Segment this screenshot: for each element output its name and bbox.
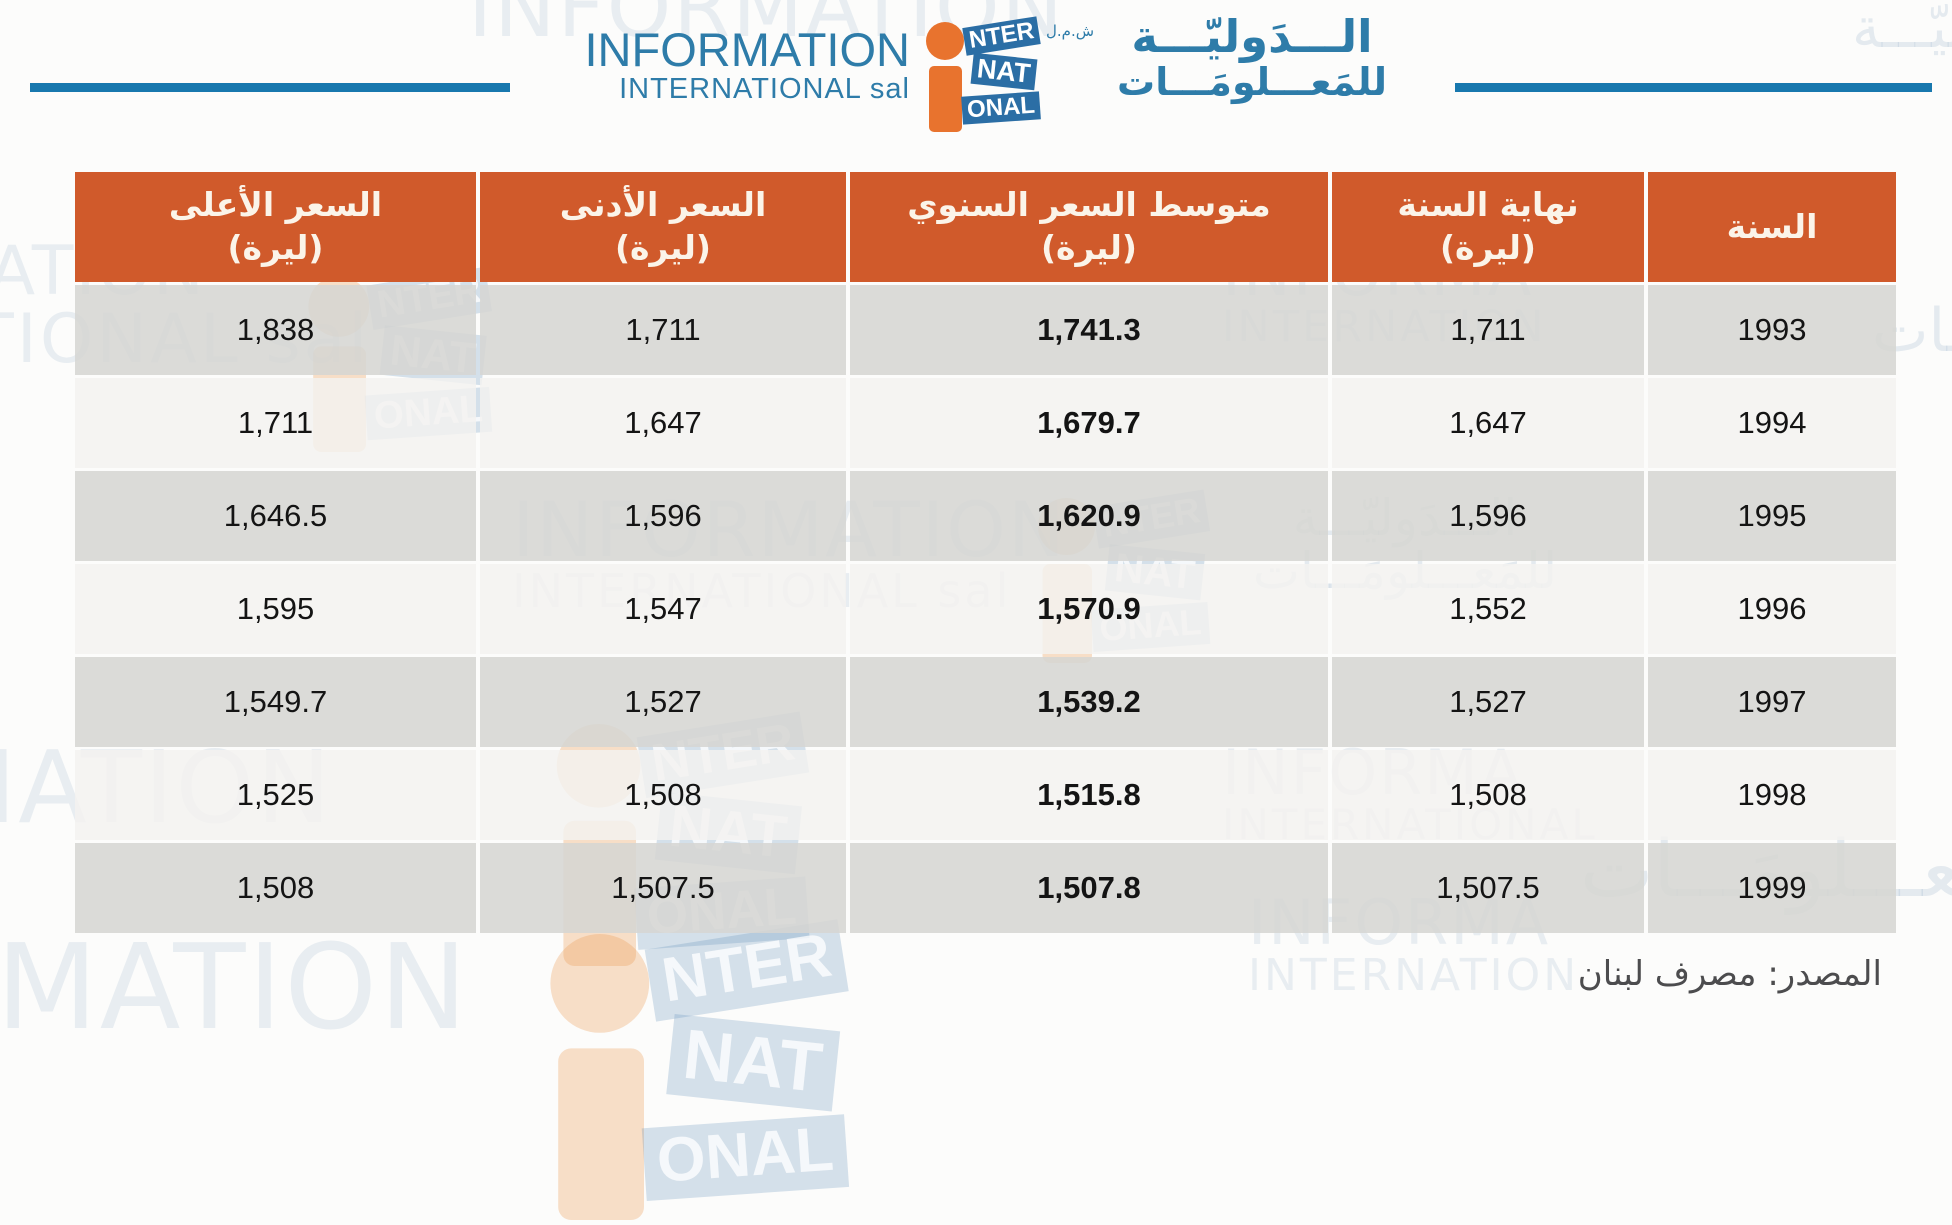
brand-arabic-line2: للمَعـــلومَـــات xyxy=(1117,59,1387,104)
exchange-rate-table-wrap: السنة نهاية السنة (ليرة) متوسط السعر الس… xyxy=(71,169,1896,936)
cell-highest-price: 1,508 xyxy=(75,843,476,933)
header-title: السعر الأدنى xyxy=(559,185,767,225)
i-dot-icon xyxy=(926,22,964,60)
header-rule-left xyxy=(30,83,510,92)
cell-year: 1994 xyxy=(1648,378,1896,468)
header-highest-price: السعر الأعلى (ليرة) xyxy=(75,172,476,282)
brand-name-line2: INTERNATIONAL sal xyxy=(619,73,910,105)
cell-annual-average: 1,515.8 xyxy=(850,750,1328,840)
cell-lowest-price: 1,527 xyxy=(480,657,846,747)
cell-year-end: 1,596 xyxy=(1332,471,1644,561)
header-row: السنة نهاية السنة (ليرة) متوسط السعر الس… xyxy=(75,172,1896,282)
tile: NTER xyxy=(962,16,1042,56)
header-sub: (ليرة) xyxy=(614,228,712,267)
header-rule-right xyxy=(1455,83,1932,92)
cell-lowest-price: 1,508 xyxy=(480,750,846,840)
watermark-imark-bottom-left-2: NTER NAT ONAL xyxy=(540,919,883,1225)
cell-lowest-price: 1,507.5 xyxy=(480,843,846,933)
header-sub: (ليرة) xyxy=(227,228,324,267)
cell-year: 1996 xyxy=(1648,564,1896,654)
header-title: السنة xyxy=(1726,206,1818,246)
header-title: نهاية السنة xyxy=(1397,185,1579,225)
cell-year-end: 1,647 xyxy=(1332,378,1644,468)
brand-arabic-line1: الـــدَوليّـــة xyxy=(1131,10,1373,63)
tile: NAT xyxy=(666,1013,839,1112)
header-sub: (ليرة) xyxy=(1439,228,1537,267)
brand-wordmark: INFORMATION INTERNATIONAL sal xyxy=(548,23,911,106)
header-title: السعر الأعلى xyxy=(168,185,383,225)
tile: ONAL xyxy=(641,1114,850,1201)
cell-lowest-price: 1,647 xyxy=(480,378,846,468)
cell-annual-average: 1,679.7 xyxy=(850,378,1328,468)
cell-annual-average: 1,741.3 xyxy=(850,285,1328,375)
cell-year-end: 1,711 xyxy=(1332,285,1644,375)
cell-year: 1995 xyxy=(1648,471,1896,561)
watermark-line: INTERNATION xyxy=(1248,950,1580,1001)
brand-imark-logo: NTER NAT ONAL xyxy=(922,16,1054,134)
table-row-1994: 1994 1,647 1,679.7 1,647 1,711 xyxy=(75,378,1896,468)
table-row-1995: 1995 1,596 1,620.9 1,596 1,646.5 xyxy=(75,471,1896,561)
header-year-end: نهاية السنة (ليرة) xyxy=(1332,172,1644,282)
watermark-text-bottom-left-2: RMATION xyxy=(0,918,470,1056)
cell-annual-average: 1,620.9 xyxy=(850,471,1328,561)
cell-annual-average: 1,570.9 xyxy=(850,564,1328,654)
i-dot-icon xyxy=(550,934,650,1033)
table-row-1997: 1997 1,527 1,539.2 1,527 1,549.7 xyxy=(75,657,1896,747)
i-stem-icon xyxy=(558,1048,644,1220)
table-row-1998: 1998 1,508 1,515.8 1,508 1,525 xyxy=(75,750,1896,840)
cell-year: 1999 xyxy=(1648,843,1896,933)
cell-year: 1993 xyxy=(1648,285,1896,375)
cell-lowest-price: 1,596 xyxy=(480,471,846,561)
table-row-1996: 1996 1,552 1,570.9 1,547 1,595 xyxy=(75,564,1896,654)
watermark-calligraphy-top-right: الـــدَوليّـــة xyxy=(1852,0,1952,61)
cell-highest-price: 1,595 xyxy=(75,564,476,654)
cell-annual-average: 1,539.2 xyxy=(850,657,1328,747)
tile: NAT xyxy=(970,52,1037,91)
table-body: 1993 1,711 1,741.3 1,711 1,838 1994 1,647 1,679… xyxy=(75,285,1896,933)
cell-year-end: 1,527 xyxy=(1332,657,1644,747)
cell-lowest-price: 1,711 xyxy=(480,285,846,375)
header-annual-average: متوسط السعر السنوي (ليرة) xyxy=(850,172,1328,282)
cell-annual-average: 1,507.8 xyxy=(850,843,1328,933)
cell-highest-price: 1,711 xyxy=(75,378,476,468)
table-row-1993: 1993 1,711 1,741.3 1,711 1,838 xyxy=(75,285,1896,375)
brand-arabic-calligraphy: ش.م.ل الـــدَوليّـــة للمَعـــلومَـــات xyxy=(1046,10,1452,104)
source-note: المصدر: مصرف لبنان xyxy=(1577,954,1882,994)
cell-year: 1997 xyxy=(1648,657,1896,747)
cell-year-end: 1,507.5 xyxy=(1332,843,1644,933)
cell-highest-price: 1,525 xyxy=(75,750,476,840)
cell-lowest-price: 1,547 xyxy=(480,564,846,654)
exchange-rate-table: السنة نهاية السنة (ليرة) متوسط السعر الس… xyxy=(71,169,1900,936)
i-stem-icon xyxy=(929,66,962,132)
header-lowest-price: السعر الأدنى (ليرة) xyxy=(480,172,846,282)
cell-highest-price: 1,646.5 xyxy=(75,471,476,561)
table-row-1999: 1999 1,507.5 1,507.8 1,507.5 1,508 xyxy=(75,843,1896,933)
header-year: السنة xyxy=(1648,172,1896,282)
brand-legal-mark: ش.م.ل xyxy=(1046,22,1095,40)
header-title: متوسط السعر السنوي xyxy=(907,185,1271,225)
cell-year-end: 1,552 xyxy=(1332,564,1644,654)
cell-year: 1998 xyxy=(1648,750,1896,840)
tile: ONAL xyxy=(961,91,1041,125)
cell-highest-price: 1,838 xyxy=(75,285,476,375)
cell-year-end: 1,508 xyxy=(1332,750,1644,840)
brand-name-line1: INFORMATION xyxy=(584,23,911,76)
cell-highest-price: 1,549.7 xyxy=(75,657,476,747)
header-sub: (ليرة) xyxy=(1040,228,1138,267)
